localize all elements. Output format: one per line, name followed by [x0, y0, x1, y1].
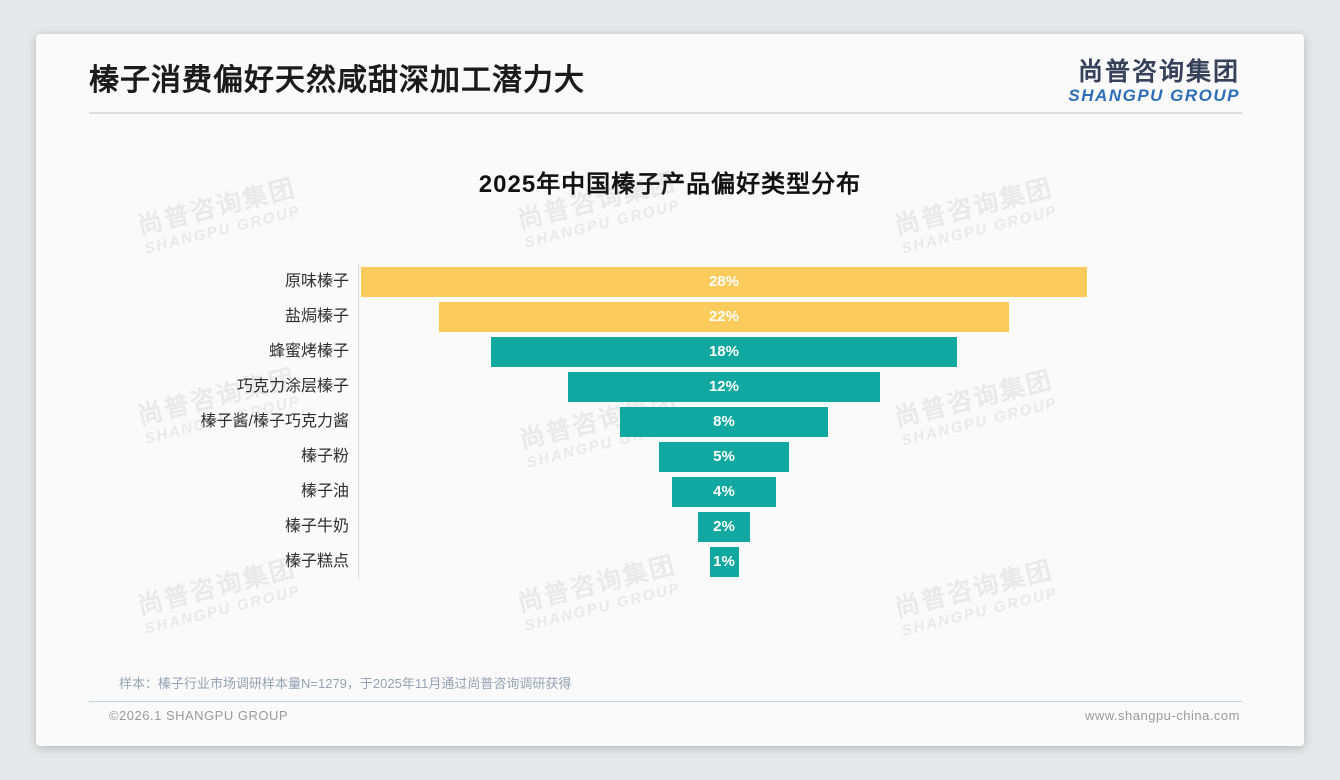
footer-divider	[89, 701, 1242, 702]
row-plot-area: 4%	[358, 477, 1242, 507]
bar: 8%	[620, 407, 828, 437]
bar-value-label: 22%	[708, 308, 739, 325]
bar: 22%	[438, 302, 1010, 332]
bar: 28%	[360, 267, 1087, 297]
row-plot-area: 5%	[358, 442, 1242, 472]
bar-value-label: 12%	[708, 378, 739, 395]
row-plot-area: 8%	[358, 407, 1242, 437]
row-plot-area: 22%	[358, 302, 1242, 332]
chart-row: 蜂蜜烤榛子 18%	[36, 337, 1242, 367]
bar-value-label: 5%	[713, 448, 735, 465]
chart-rows: 原味榛子 28% 盐焗榛子 22% 蜂蜜烤榛子 18% 巧克力涂层榛子 12% 榛子酱/榛子巧克…	[36, 267, 1242, 577]
header-divider	[89, 112, 1242, 114]
bar-value-label: 18%	[708, 343, 739, 360]
logo-chinese-name: 尚普咨询集团	[1077, 58, 1240, 86]
slide-card: 尚普咨询集团 SHANGPU GROUP 尚普咨询集团 SHANGPU GROUP 尚普…	[36, 34, 1304, 746]
row-plot-area: 18%	[358, 337, 1242, 367]
bar: 2%	[698, 512, 750, 542]
chart-row: 榛子粉 5%	[36, 442, 1242, 472]
slide-title: 榛子消费偏好天然咸甜深加工潜力大	[89, 64, 585, 97]
bar: 4%	[672, 477, 776, 507]
category-label: 原味榛子	[284, 273, 349, 290]
header: 榛子消费偏好天然咸甜深加工潜力大 尚普咨询集团 SHANGPU GROUP	[36, 34, 1304, 105]
category-label: 榛子酱/榛子巧克力酱	[200, 413, 349, 430]
bar: 1%	[709, 547, 739, 577]
category-label: 榛子糕点	[284, 553, 349, 570]
bar-value-label: 8%	[713, 413, 735, 430]
chart-row: 原味榛子 28%	[36, 267, 1242, 297]
chart-row: 榛子油 4%	[36, 477, 1242, 507]
category-label: 蜂蜜烤榛子	[268, 343, 349, 360]
category-label: 巧克力涂层榛子	[236, 378, 349, 395]
bar: 5%	[659, 442, 789, 472]
chart-row: 盐焗榛子 22%	[36, 302, 1242, 332]
bar-value-label: 1%	[713, 553, 735, 570]
chart-row: 巧克力涂层榛子 12%	[36, 372, 1242, 402]
bar-value-label: 4%	[713, 483, 735, 500]
bar-value-label: 2%	[713, 518, 735, 535]
bar-value-label: 28%	[708, 273, 739, 290]
logo-english-name: SHANGPU GROUP	[1068, 86, 1240, 105]
category-label: 盐焗榛子	[284, 308, 349, 325]
chart-row: 榛子牛奶 2%	[36, 512, 1242, 542]
footer-copyright: ©2026.1 SHANGPU GROUP	[109, 708, 289, 723]
row-plot-area: 2%	[358, 512, 1242, 542]
row-plot-area: 28%	[358, 267, 1242, 297]
sample-note: 样本：榛子行业市场调研样本量N=1279，于2025年11月通过尚普咨询调研获得	[119, 676, 572, 691]
company-logo: 尚普咨询集团 SHANGPU GROUP	[1068, 58, 1240, 105]
bar: 12%	[568, 372, 880, 402]
category-label: 榛子粉	[300, 448, 349, 465]
footer: ©2026.1 SHANGPU GROUP www.shangpu-china.…	[109, 708, 1240, 723]
category-label: 榛子油	[300, 483, 349, 500]
bar: 18%	[490, 337, 958, 367]
row-plot-area: 1%	[358, 547, 1242, 577]
category-axis-line	[358, 263, 359, 579]
footer-website: www.shangpu-china.com	[1084, 708, 1240, 723]
chart-row: 榛子糕点 1%	[36, 547, 1242, 577]
category-label: 榛子牛奶	[284, 518, 349, 535]
chart-row: 榛子酱/榛子巧克力酱 8%	[36, 407, 1242, 437]
chart-title: 2025年中国榛子产品偏好类型分布	[478, 171, 862, 198]
row-plot-area: 12%	[358, 372, 1242, 402]
funnel-bar-chart: 原味榛子 28% 盐焗榛子 22% 蜂蜜烤榛子 18% 巧克力涂层榛子 12% 榛子酱/榛子巧克…	[36, 263, 1242, 579]
